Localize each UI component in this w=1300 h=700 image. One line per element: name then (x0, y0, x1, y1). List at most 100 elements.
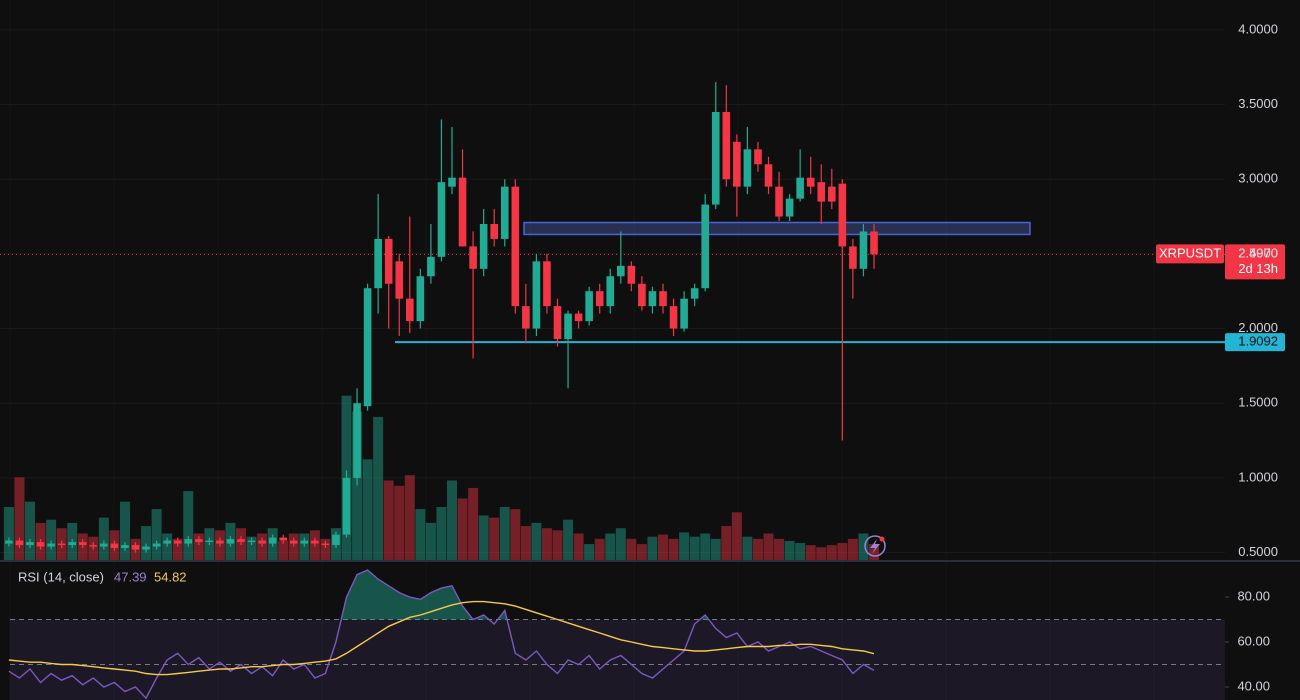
candle-body (89, 545, 98, 547)
candle-body (332, 534, 340, 546)
volume-bar (499, 507, 510, 560)
volume-bar (679, 532, 690, 560)
candle-body (817, 182, 826, 202)
volume-bar (288, 533, 299, 560)
zone (523, 221, 1031, 236)
volume-bar (763, 533, 774, 560)
grid (0, 29, 1225, 554)
candle-body (669, 306, 678, 329)
rsi-tick-label: 40.00 (1237, 678, 1270, 693)
volume-bar (246, 536, 257, 560)
volume-bar (700, 533, 711, 560)
candle-body (26, 542, 34, 546)
rsi-tick-label: 60.00 (1237, 633, 1270, 648)
volume-bar (847, 538, 858, 560)
volume-bar (668, 538, 679, 560)
candle-body (553, 306, 562, 339)
candle-body (711, 112, 720, 205)
volume-bar (689, 536, 700, 560)
countdown-label: 2d 13h (1238, 261, 1278, 276)
candle-body (268, 537, 277, 544)
candle-body (78, 542, 87, 546)
volume-bar (594, 538, 605, 560)
volume-bar (869, 544, 879, 560)
volume-bar (447, 480, 457, 560)
candle-body (395, 261, 404, 299)
candle-body (849, 246, 857, 269)
candle-body (627, 265, 636, 284)
candle-body (226, 539, 235, 544)
volume-bar (394, 485, 405, 560)
overbought-fill (341, 570, 709, 620)
volume-bar (193, 533, 204, 560)
volume-bar (151, 509, 162, 560)
volume-bar (468, 487, 479, 560)
volume-bar (826, 545, 837, 560)
candle-body (448, 177, 456, 187)
volume-bar (320, 538, 331, 560)
candle-body (142, 546, 150, 550)
candle-body (110, 543, 119, 549)
volume-bar (573, 533, 584, 560)
volume-bar (563, 519, 574, 560)
rsi-line (8, 569, 875, 700)
volume-bar (605, 533, 616, 560)
candle-body (353, 403, 361, 478)
candle-body (859, 231, 868, 269)
rsi-tick-label: 80.00 (1237, 588, 1270, 603)
candle-body (5, 540, 13, 544)
volume-bar (373, 416, 384, 560)
volume-bar (352, 411, 363, 560)
volume-bar (784, 540, 795, 560)
candle-body (15, 540, 24, 546)
candle-body (743, 149, 752, 187)
candle-body (121, 545, 129, 549)
volume-bar (404, 475, 415, 560)
candle-body (722, 112, 731, 180)
volume-bar (520, 526, 531, 560)
volume-bar (119, 501, 130, 560)
y-tick-label: 1.5000 (1238, 395, 1278, 410)
volume-bar (478, 515, 489, 560)
y-tick-label: 0.5000 (1238, 544, 1278, 559)
volume-bar (278, 540, 289, 560)
candle-body (838, 183, 847, 247)
volume-bar (541, 528, 552, 560)
candle-body (606, 276, 615, 307)
price-tag (1225, 244, 1285, 280)
candle-body (701, 204, 709, 289)
candle-body (585, 291, 593, 322)
volume-bar (721, 526, 732, 560)
candle-body (36, 542, 45, 547)
candle-body (47, 543, 55, 547)
candle-body (57, 543, 66, 546)
candle-body (754, 149, 762, 165)
candle-body (311, 540, 319, 544)
rsi-value: 47.39 (114, 569, 147, 584)
volume-bar (531, 522, 542, 560)
candle-body (490, 224, 498, 239)
candle-body (131, 545, 140, 550)
candle-body (595, 291, 604, 307)
candle-body (690, 288, 699, 299)
volume-bar (415, 509, 426, 560)
candle-body (321, 543, 330, 546)
candle-body (216, 540, 224, 544)
candle-body (806, 177, 815, 187)
candle-body (163, 540, 171, 544)
candle-body (775, 186, 783, 217)
candle-body (764, 164, 773, 187)
volume-bar (615, 528, 626, 560)
y-tick-label: 1.0000 (1238, 469, 1278, 484)
volume-bar (383, 480, 394, 560)
candle-body (374, 238, 382, 289)
volume-bar (584, 544, 595, 560)
candle-body (574, 313, 583, 322)
y-tick-label: 2.0000 (1238, 320, 1278, 335)
support-label: 1.9092 (1238, 334, 1278, 349)
candle-body (522, 306, 530, 329)
candle-body (638, 283, 646, 307)
alert-icon[interactable] (864, 535, 886, 557)
